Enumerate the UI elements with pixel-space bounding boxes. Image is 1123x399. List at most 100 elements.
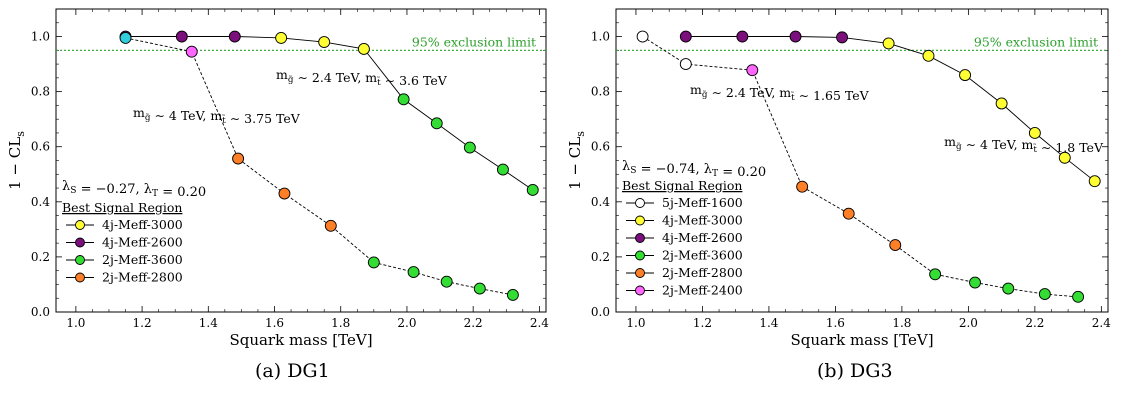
legend-title: Best Signal Region	[62, 200, 182, 215]
y-tick-label: 0.4	[591, 195, 610, 209]
panel-dg1: 1.0 1.2 1.4 1.6 1.8 2.0 2.2 2.4 0.0 0.2 0.4 0.6 0.8 1…	[0, 0, 560, 364]
data-point	[995, 97, 1008, 110]
data-point	[506, 288, 519, 301]
x-axis-label: Squark mass [TeV]	[790, 331, 933, 349]
data-point	[318, 36, 331, 49]
y-axis-label: 1 − CLs	[6, 131, 27, 190]
x-tick-label: 1.8	[331, 316, 350, 330]
data-point	[526, 184, 539, 196]
legend-marker	[635, 233, 645, 243]
y-tick-label: 0.0	[31, 305, 50, 319]
data-point	[969, 276, 981, 289]
exclusion-label: 95% exclusion limit	[974, 34, 1098, 49]
data-point	[1038, 288, 1051, 301]
data-point	[430, 117, 443, 130]
legend-marker	[75, 220, 85, 230]
data-point	[929, 268, 942, 281]
data-point	[836, 31, 849, 44]
chart-dg3: 1.0 1.2 1.4 1.6 1.8 2.0 2.2 2.4 0.0 0.2 0.4 0.6 0.8 1…	[566, 8, 1111, 349]
legend-marker	[635, 285, 645, 296]
data-point	[232, 152, 245, 165]
legend-label: 2j-Meff-2800	[662, 265, 743, 280]
y-tick-label: 0.2	[31, 250, 50, 264]
x-tick-label: 2.0	[959, 316, 978, 330]
legend-label: 2j-Meff-3600	[102, 252, 183, 267]
x-tick-label: 1.0	[66, 316, 85, 330]
data-point	[228, 30, 241, 43]
exclusion-label: 95% exclusion limit	[412, 34, 536, 49]
caption-dg3: (b) DG3	[817, 360, 893, 382]
legend-title: Best Signal Region	[622, 178, 742, 193]
legend-label: 5j-Meff-1600	[662, 195, 743, 210]
y-tick-label: 0.0	[591, 305, 610, 319]
data-point	[473, 282, 486, 295]
legend-marker	[635, 250, 645, 261]
x-axis-label: Squark mass [TeV]	[229, 331, 372, 349]
x-tick-label: 1.6	[265, 316, 284, 330]
x-tick-label: 2.4	[1092, 316, 1111, 330]
data-point	[882, 37, 895, 50]
y-tick-label: 0.8	[31, 85, 50, 99]
params-text: λS = −0.27, λT = 0.20	[62, 179, 206, 200]
data-point	[679, 58, 692, 71]
series-annotation-0: mg̃ ∼ 2.4 TeV, mt̃ ∼ 3.6 TeV	[276, 67, 448, 88]
caption-dg1: (a) DG1	[255, 360, 330, 382]
chart-dg1: 1.0 1.2 1.4 1.6 1.8 2.0 2.2 2.4 0.0 0.2 0.4 0.6 0.8 1…	[6, 8, 549, 349]
data-point	[324, 219, 337, 232]
data-point	[440, 275, 453, 288]
data-point	[407, 266, 420, 279]
y-tick-label: 1.0	[31, 30, 50, 44]
series-line-0	[685, 36, 1095, 182]
data-point	[278, 187, 291, 200]
legend-marker	[635, 268, 645, 278]
data-point	[922, 49, 935, 62]
panel-dg3: 1.0 1.2 1.4 1.6 1.8 2.0 2.2 2.4 0.0 0.2 0.4 0.6 0.8 1…	[562, 0, 1122, 364]
legend-label: 4j-Meff-3000	[662, 213, 743, 228]
y-tick-label: 0.8	[591, 85, 610, 99]
x-tick-label: 2.0	[397, 316, 416, 330]
data-point	[1002, 282, 1015, 295]
y-tick-label: 0.6	[31, 140, 50, 154]
data-point	[119, 31, 132, 44]
series-annotation-0: mg̃ ∼ 2.4 TeV, mt̃ ∼ 1.65 TeV	[690, 82, 870, 103]
series-line-1	[642, 36, 1079, 298]
y-tick-label: 0.4	[31, 195, 50, 209]
x-tick-label: 2.4	[530, 316, 549, 330]
legend-marker	[75, 237, 85, 248]
legend-label: 2j-Meff-2800	[102, 270, 183, 285]
y-tick-label: 1.0	[591, 30, 610, 44]
data-point	[275, 31, 288, 44]
legend-label: 4j-Meff-2600	[662, 230, 743, 245]
data-point	[463, 141, 476, 154]
x-tick-label: 2.2	[464, 316, 483, 330]
y-tick-label: 0.6	[591, 140, 610, 154]
data-point	[842, 207, 855, 220]
data-point	[789, 30, 802, 43]
legend-marker	[635, 198, 645, 208]
y-axis-label: 1 − CLs	[566, 131, 587, 190]
x-tick-label: 1.8	[892, 316, 911, 330]
data-point	[959, 69, 972, 82]
series-line-1	[125, 37, 513, 296]
x-tick-label: 1.4	[759, 316, 778, 330]
data-point	[357, 42, 370, 55]
data-point	[185, 45, 198, 58]
data-point	[175, 30, 188, 43]
data-point	[636, 30, 649, 43]
x-tick-label: 1.2	[693, 316, 712, 330]
legend-label: 2j-Meff-3600	[662, 248, 743, 263]
params-text: λS = −0.74, λT = 0.20	[622, 159, 766, 180]
data-point	[1072, 290, 1085, 303]
legend-label: 4j-Meff-2600	[102, 235, 183, 250]
data-point	[1028, 127, 1041, 139]
x-tick-label: 2.2	[1025, 316, 1044, 330]
x-tick-label: 1.6	[826, 316, 845, 330]
data-point	[1058, 151, 1071, 164]
data-point	[367, 256, 380, 269]
series-annotation-1: mg̃ ∼ 4 TeV, mt̃ ∼ 3.75 TeV	[133, 105, 301, 126]
legend-marker	[75, 255, 85, 265]
legend-marker	[635, 215, 645, 226]
legend-marker	[75, 272, 85, 283]
data-point	[736, 30, 749, 43]
data-point	[746, 64, 759, 77]
